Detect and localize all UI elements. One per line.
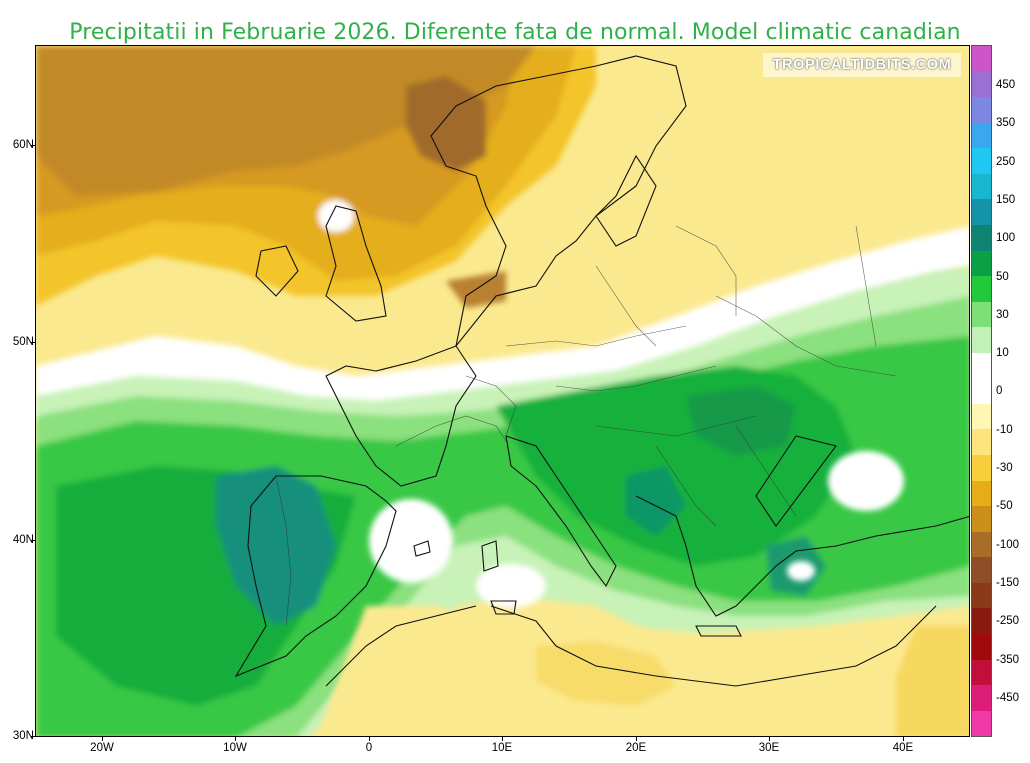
colorbar-segment — [972, 633, 991, 660]
neutral-patches — [369, 451, 904, 608]
anomaly-field — [36, 46, 969, 736]
colorbar-segment — [972, 352, 991, 379]
colorbar-label: -100 — [996, 539, 1020, 551]
colorbar-label: 0 — [996, 385, 1003, 397]
longitude-tick — [369, 737, 370, 741]
colorbar-segment — [972, 148, 991, 174]
latitude-tick — [31, 342, 35, 343]
colorbar-segment — [972, 250, 991, 277]
colorbar-segment — [972, 506, 991, 532]
colorbar-segment — [972, 403, 991, 430]
colorbar-label: -250 — [996, 615, 1020, 627]
longitude-label: 40E — [892, 742, 914, 754]
longitude-label: 0 — [365, 742, 373, 754]
latitude-label: 50N — [12, 336, 34, 348]
colorbar-segment — [972, 531, 991, 558]
latitude-label: 60N — [12, 139, 34, 151]
colorbar-segment — [972, 685, 991, 711]
colorbar-segment — [972, 46, 991, 72]
longitude-label: 10E — [491, 742, 513, 754]
latitude-label: 30N — [12, 730, 34, 742]
dry-anomaly-africa — [316, 606, 969, 736]
colorbar — [971, 45, 992, 737]
colorbar-segment — [972, 224, 991, 251]
longitude-label: 10W — [223, 742, 247, 754]
longitude-tick — [769, 737, 770, 741]
colorbar-segment — [972, 276, 991, 302]
longitude-tick — [102, 737, 103, 741]
colorbar-segment — [972, 480, 991, 507]
longitude-tick — [235, 737, 236, 741]
dry-anomaly-north — [36, 46, 596, 308]
colorbar-label: -350 — [996, 654, 1020, 666]
longitude-tick — [502, 737, 503, 741]
colorbar-segment — [972, 582, 991, 609]
longitude-label: 30E — [758, 742, 780, 754]
colorbar-segment — [972, 122, 991, 149]
colorbar-segment — [972, 659, 991, 686]
latitude-tick — [31, 540, 35, 541]
colorbar-segment — [972, 429, 991, 455]
longitude-tick — [636, 737, 637, 741]
coastlines — [234, 55, 969, 687]
colorbar-segment — [972, 199, 991, 225]
neutral-band — [36, 226, 969, 421]
colorbar-label: 250 — [996, 156, 1016, 168]
colorbar-label: -30 — [996, 462, 1013, 474]
watermark: TROPICALTIDBITS.COM — [763, 53, 961, 77]
colorbar-segment — [972, 97, 991, 123]
country-borders — [275, 225, 897, 627]
colorbar-label: -50 — [996, 500, 1013, 512]
longitude-label: 20E — [625, 742, 647, 754]
colorbar-label: -450 — [996, 692, 1020, 704]
colorbar-label: 150 — [996, 194, 1016, 206]
longitude-label: 20W — [90, 742, 114, 754]
colorbar-label: 50 — [996, 271, 1009, 283]
colorbar-segment — [972, 301, 991, 328]
colorbar-label: 100 — [996, 232, 1016, 244]
colorbar-segment — [972, 608, 991, 634]
latitude-tick — [31, 145, 35, 146]
colorbar-label: 350 — [996, 117, 1016, 129]
colorbar-label: -10 — [996, 424, 1013, 436]
colorbar-segment — [972, 71, 991, 98]
colorbar-label: -150 — [996, 577, 1020, 589]
longitude-tick — [903, 737, 904, 741]
colorbar-label: 30 — [996, 309, 1009, 321]
colorbar-segment — [972, 710, 991, 737]
colorbar-segment — [972, 173, 991, 200]
colorbar-segment — [972, 327, 991, 353]
colorbar-label: 450 — [996, 79, 1016, 91]
latitude-label: 40N — [12, 534, 34, 546]
map-title: Precipitatii in Februarie 2026. Diferent… — [69, 20, 961, 45]
colorbar-label: 10 — [996, 347, 1009, 359]
colorbar-segment — [972, 378, 991, 404]
colorbar-segment — [972, 455, 991, 481]
wet-anomaly-south — [36, 266, 969, 736]
precipitation-anomaly-map: TROPICALTIDBITS.COM — [35, 45, 970, 737]
latitude-tick — [31, 736, 35, 737]
colorbar-segment — [972, 557, 991, 583]
